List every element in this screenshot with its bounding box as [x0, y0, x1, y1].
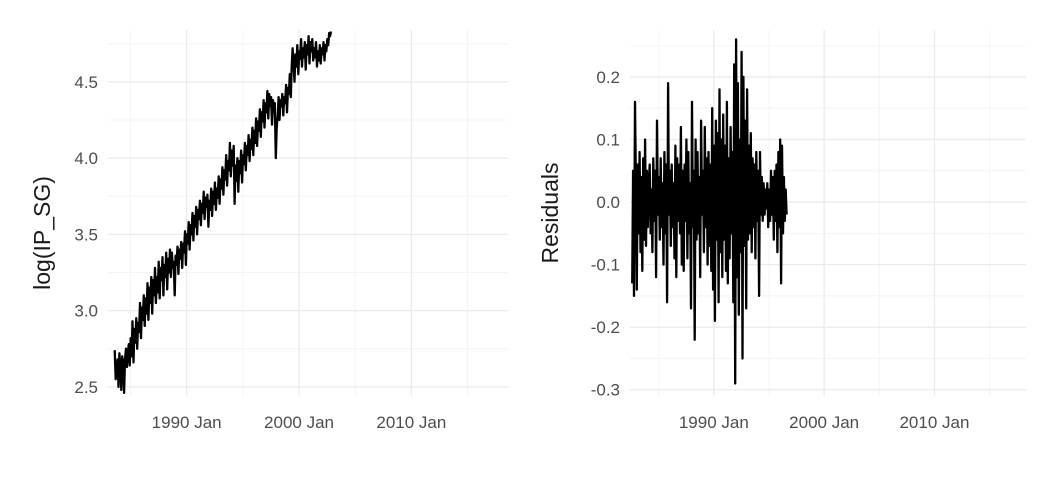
left-x-tick-labels: 1990 Jan 2000 Jan 2010 Jan	[152, 413, 447, 432]
right-x-tick-labels: 1990 Jan 2000 Jan 2010 Jan	[679, 413, 970, 432]
right-y-tick-labels: -0.3 -0.2 -0.1 0.0 0.1 0.2	[591, 68, 620, 400]
left-x-tick-label: 2010 Jan	[376, 413, 446, 432]
right-y-tick-label: 0.1	[596, 130, 620, 149]
left-y-tick-label: 3.0	[74, 302, 98, 321]
left-y-tick-label: 3.5	[74, 225, 98, 244]
right-y-axis-title: Residuals	[537, 163, 563, 264]
left-y-tick-label: 2.5	[74, 378, 98, 397]
left-y-axis-title: log(IP_SG)	[29, 176, 55, 290]
right-y-tick-label: -0.3	[591, 381, 620, 400]
left-y-tick-label: 4.0	[74, 149, 98, 168]
right-y-tick-label: -0.1	[591, 256, 620, 275]
left-series-line	[113, 31, 333, 395]
left-x-tick-label: 1990 Jan	[152, 413, 222, 432]
right-y-tick-label: 0.0	[596, 193, 620, 212]
right-x-tick-label: 1990 Jan	[679, 413, 749, 432]
right-x-tick-label: 2010 Jan	[899, 413, 969, 432]
right-series-line	[631, 38, 788, 385]
left-y-tick-label: 4.5	[74, 73, 98, 92]
left-gridlines	[108, 30, 508, 396]
right-chart-panel: -0.3 -0.2 -0.1 0.0 0.1 0.2 1990 Jan 2000 Jan 20…	[537, 30, 1026, 432]
left-y-tick-labels: 2.5 3.0 3.5 4.0 4.5	[74, 73, 98, 397]
left-chart-panel: 2.5 3.0 3.5 4.0 4.5 1990 Jan 2000 Jan 2010 Jan…	[29, 30, 508, 432]
right-x-tick-label: 2000 Jan	[789, 413, 859, 432]
left-x-tick-label: 2000 Jan	[264, 413, 334, 432]
right-y-tick-label: -0.2	[591, 318, 620, 337]
right-y-tick-label: 0.2	[596, 68, 620, 87]
